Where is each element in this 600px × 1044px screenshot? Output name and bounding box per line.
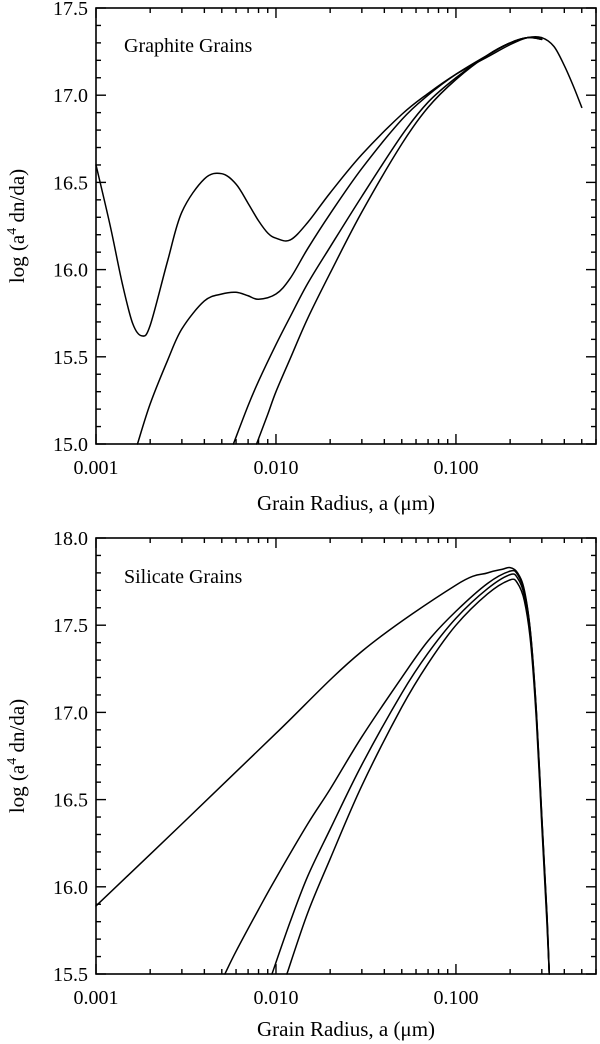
graphite-curves bbox=[95, 35, 583, 445]
silicate-y-label-superscript: 4 bbox=[5, 758, 20, 765]
graphite-y-tick-label: 17.5 bbox=[53, 0, 88, 20]
silicate-x-tick-label: 0.100 bbox=[433, 987, 478, 1009]
silicate-y-ticks: 15.5 16.0 16.5 17.0 17.5 18.0 bbox=[53, 528, 596, 986]
silicate-plot-frame bbox=[95, 537, 597, 975]
silicate-y-tick-label: 16.0 bbox=[53, 877, 88, 899]
silicate-panel-title: Silicate Grains bbox=[124, 566, 243, 588]
silicate-y-tick-label: 16.5 bbox=[53, 790, 88, 812]
silicate-y-label-suffix: dn/da) bbox=[5, 699, 29, 758]
silicate-x-axis-label: Grain Radius, a (μm) bbox=[257, 1017, 435, 1041]
graphite-curve-4 bbox=[255, 36, 543, 445]
graphite-y-tick-label: 16.0 bbox=[53, 260, 88, 282]
graphite-curve-1 bbox=[95, 35, 583, 337]
graphite-y-ticks: 15.0 15.5 16.0 16.5 17.0 17.5 bbox=[53, 0, 596, 456]
graphite-x-tick-label: 0.001 bbox=[74, 457, 119, 479]
silicate-y-tick-label: 17.5 bbox=[53, 615, 88, 637]
graphite-plot-frame bbox=[95, 7, 597, 445]
graphite-x-tick-label: 0.010 bbox=[253, 457, 298, 479]
graphite-x-tick-label: 0.100 bbox=[433, 457, 478, 479]
graphite-y-label-prefix: log (a bbox=[5, 234, 29, 283]
silicate-curve-3 bbox=[271, 573, 551, 975]
silicate-curve-1 bbox=[95, 566, 551, 975]
silicate-panel: Silicate Grains 0.001 0.010 0.100 15.5 16.0… bbox=[5, 528, 597, 1041]
graphite-x-axis-label: Grain Radius, a (μm) bbox=[257, 491, 435, 515]
graphite-y-tick-label: 15.0 bbox=[53, 434, 88, 456]
graphite-y-tick-label: 16.5 bbox=[53, 172, 88, 194]
silicate-y-tick-label: 15.5 bbox=[53, 964, 88, 986]
graphite-y-label-suffix: dn/da) bbox=[5, 169, 29, 228]
silicate-curve-4 bbox=[286, 578, 551, 975]
silicate-x-tick-label: 0.010 bbox=[253, 987, 298, 1009]
silicate-y-tick-label: 17.0 bbox=[53, 702, 88, 724]
graphite-x-ticks: 0.001 0.010 0.100 bbox=[74, 8, 597, 479]
silicate-y-axis-label: log (a4 dn/da) bbox=[5, 699, 29, 813]
graphite-y-axis-label: log (a4 dn/da) bbox=[5, 169, 29, 283]
graphite-y-tick-label: 15.5 bbox=[53, 347, 88, 369]
silicate-y-tick-label: 18.0 bbox=[53, 528, 88, 550]
graphite-y-label-superscript: 4 bbox=[5, 228, 20, 235]
silicate-x-tick-label: 0.001 bbox=[74, 987, 119, 1009]
graphite-y-tick-label: 17.0 bbox=[53, 85, 88, 107]
graphite-curve-2 bbox=[136, 36, 543, 445]
graphite-panel-title: Graphite Grains bbox=[124, 35, 253, 57]
silicate-y-label-prefix: log (a bbox=[5, 764, 29, 813]
graphite-panel: Graphite Grains 0.001 0.010 0.100 15.0 15.5… bbox=[5, 0, 597, 515]
silicate-x-ticks: 0.001 0.010 0.100 bbox=[74, 538, 597, 1009]
silicate-curves bbox=[95, 566, 551, 975]
